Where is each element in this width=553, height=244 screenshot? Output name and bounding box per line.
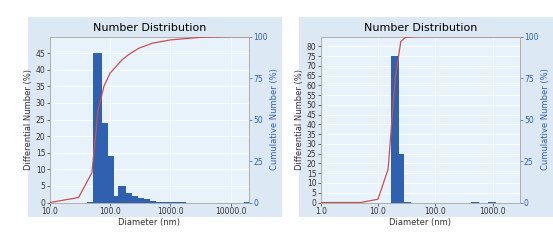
Y-axis label: Cumulative Number (%): Cumulative Number (%) (541, 69, 550, 171)
Bar (166, 202, 174, 203)
Bar (403, 202, 410, 203)
Bar (112, 196, 120, 203)
Bar (87, 202, 96, 203)
Bar (129, 196, 138, 203)
Bar (148, 201, 156, 203)
Bar (93, 53, 102, 203)
Y-axis label: Cumulative Number (%): Cumulative Number (%) (270, 69, 279, 171)
Title: Number Distribution: Number Distribution (363, 23, 477, 33)
Bar (124, 193, 132, 203)
X-axis label: Diameter (nm): Diameter (nm) (389, 218, 451, 227)
Bar (391, 56, 399, 203)
Y-axis label: Differential Number (%): Differential Number (%) (24, 69, 33, 170)
Bar (118, 186, 126, 203)
Bar (397, 154, 404, 203)
Bar (100, 123, 108, 203)
Bar (142, 199, 150, 203)
Title: Number Distribution: Number Distribution (92, 23, 206, 33)
Bar (154, 202, 162, 203)
Bar (160, 202, 168, 203)
Y-axis label: Differential Number (%): Differential Number (%) (295, 69, 304, 170)
Bar (106, 156, 114, 203)
X-axis label: Diameter (nm): Diameter (nm) (118, 218, 180, 227)
Bar (135, 198, 144, 203)
Bar (244, 202, 253, 203)
